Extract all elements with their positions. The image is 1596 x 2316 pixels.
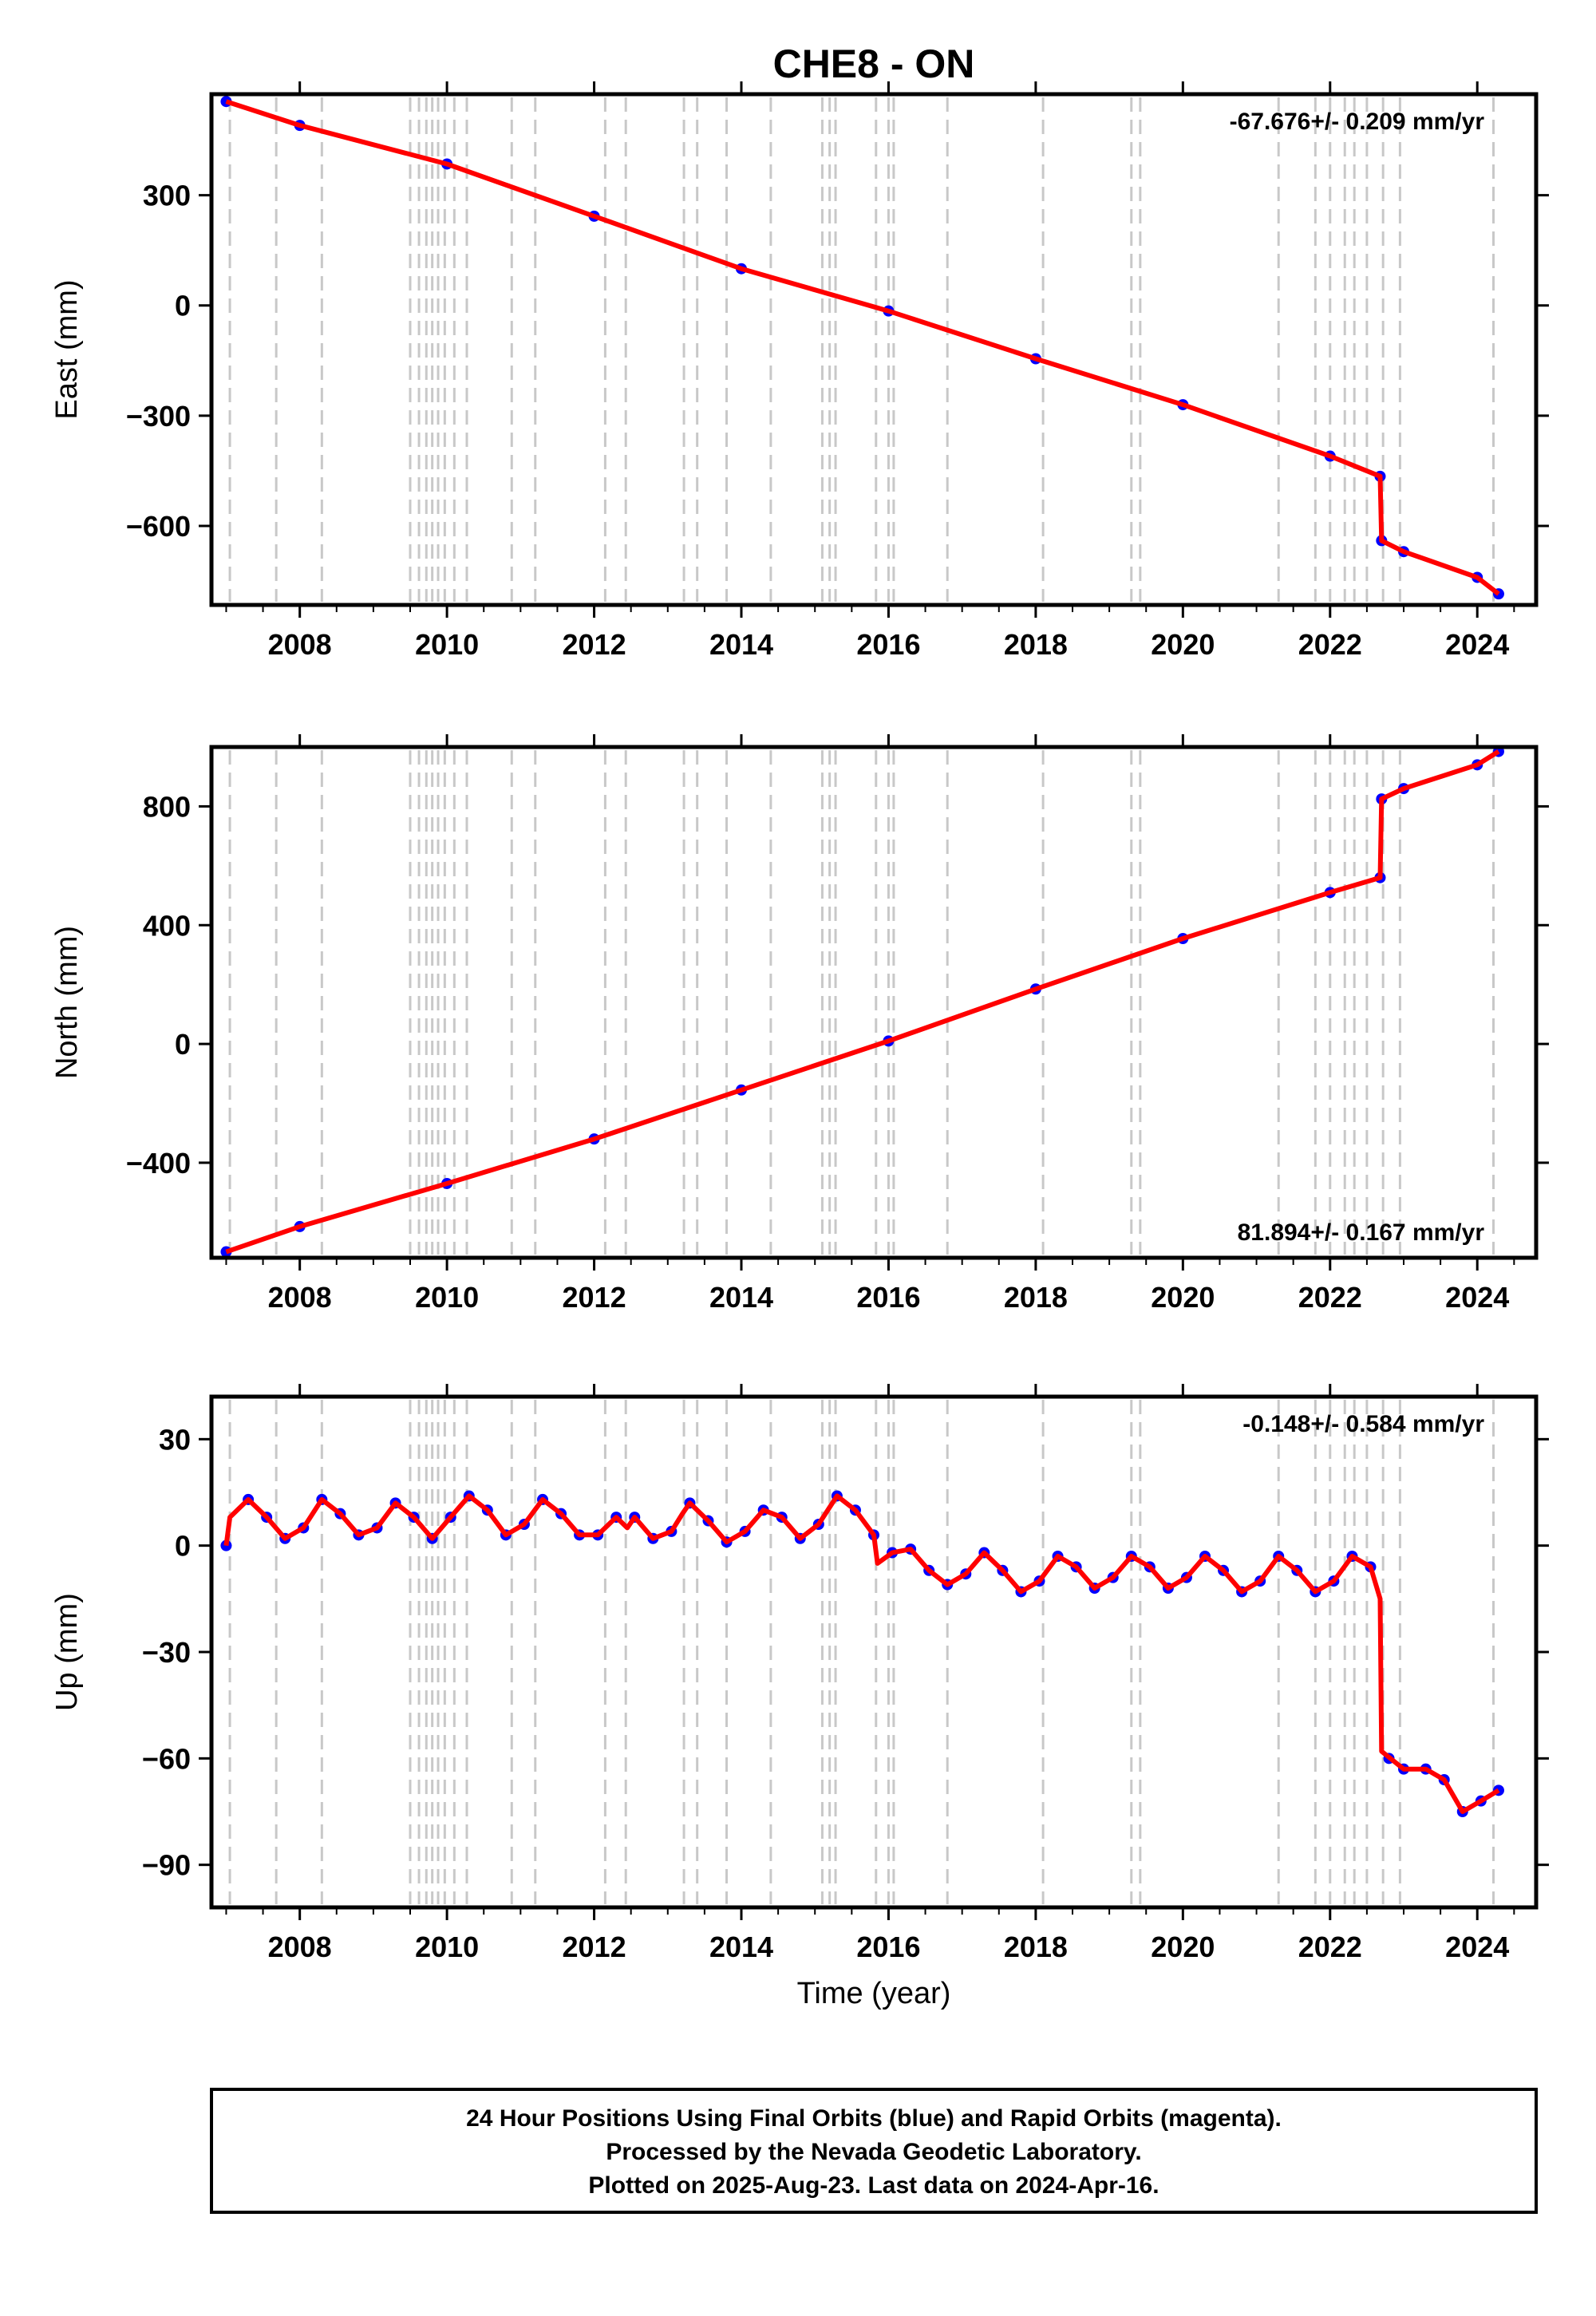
y-tick-label: −300: [126, 400, 191, 433]
model-line: [225, 749, 1500, 1255]
x-tick-label: 2018: [1004, 1281, 1068, 1314]
footer-frame: [210, 2088, 1538, 2214]
x-tick-label: 2010: [415, 1931, 479, 1963]
x-tick-label: 2008: [268, 628, 332, 661]
x-tick-label: 2008: [268, 1281, 332, 1314]
chart-title: CHE8 - ON: [773, 41, 975, 86]
east-panel: 2008 2010 2012 2014 2016 2018 2020 2022 2024 −600…: [50, 81, 1549, 661]
x-tick-label: 2010: [415, 628, 479, 661]
x-tick-label: 2024: [1445, 628, 1509, 661]
x-tick-label: 2020: [1151, 628, 1215, 661]
rate-label: 81.894+/- 0.167 mm/yr: [1238, 1219, 1485, 1246]
rate-label: -0.148+/- 0.584 mm/yr: [1242, 1411, 1484, 1437]
model-line: [225, 99, 1500, 596]
y-tick-label: −400: [126, 1147, 191, 1180]
x-tick-label: 2016: [856, 1281, 920, 1314]
x-tick-label: 2022: [1298, 1931, 1362, 1963]
x-tick-label: 2014: [709, 628, 773, 661]
model-line: [223, 1493, 1500, 1814]
y-axis-label: North (mm): [50, 926, 84, 1079]
x-tick-label: 2012: [563, 628, 626, 661]
x-tick-label: 2012: [563, 1281, 626, 1314]
x-tick-label: 2008: [268, 1931, 332, 1963]
y-tick-label: 800: [143, 790, 191, 823]
x-tick-label: 2022: [1298, 628, 1362, 661]
y-tick-label: −600: [126, 510, 191, 543]
y-tick-label: −90: [142, 1849, 191, 1882]
rate-label: -67.676+/- 0.209 mm/yr: [1230, 109, 1485, 135]
y-tick-label: 0: [175, 290, 191, 322]
x-tick-label: 2020: [1151, 1281, 1215, 1314]
x-tick-label: 2018: [1004, 628, 1068, 661]
x-tick-label: 2010: [415, 1281, 479, 1314]
y-tick-label: −60: [142, 1742, 191, 1775]
x-axis-label: Time (year): [797, 1977, 951, 2010]
x-tick-label: 2022: [1298, 1281, 1362, 1314]
x-tick-label: 2018: [1004, 1931, 1068, 1963]
x-tick-label: 2012: [563, 1931, 626, 1963]
x-tick-label: 2016: [856, 1931, 920, 1963]
x-tick-label: 2014: [709, 1281, 773, 1314]
y-tick-label: 0: [175, 1028, 191, 1061]
plot-frame: [209, 92, 1539, 607]
up-panel: 2008 2010 2012 2014 2016 2018 2020 2022 2024 −90 −…: [50, 1384, 1549, 2010]
y-tick-label: 0: [175, 1530, 191, 1563]
y-tick-label: 300: [143, 180, 191, 212]
y-tick-label: 400: [143, 909, 191, 942]
y-tick-label: 30: [159, 1423, 191, 1456]
y-axis-label: Up (mm): [50, 1593, 84, 1711]
y-tick-label: −30: [142, 1636, 191, 1669]
footer-line-1: 24 Hour Positions Using Final Orbits (bl…: [466, 2105, 1282, 2132]
north-panel: 2008 2010 2012 2014 2016 2018 2020 2022 2024 −400…: [50, 734, 1549, 1314]
x-tick-label: 2014: [709, 1931, 773, 1963]
x-tick-label: 2016: [856, 628, 920, 661]
footer-box: 24 Hour Positions Using Final Orbits (bl…: [210, 2088, 1538, 2214]
x-tick-label: 2024: [1445, 1931, 1509, 1963]
x-tick-label: 2020: [1151, 1931, 1215, 1963]
footer-line-2: Processed by the Nevada Geodetic Laborat…: [606, 2139, 1141, 2165]
plot-frame: [209, 745, 1539, 1260]
y-axis-label: East (mm): [50, 279, 84, 419]
x-tick-label: 2024: [1445, 1281, 1509, 1314]
footer-line-3: Plotted on 2025-Aug-23. Last data on 202…: [588, 2172, 1159, 2199]
